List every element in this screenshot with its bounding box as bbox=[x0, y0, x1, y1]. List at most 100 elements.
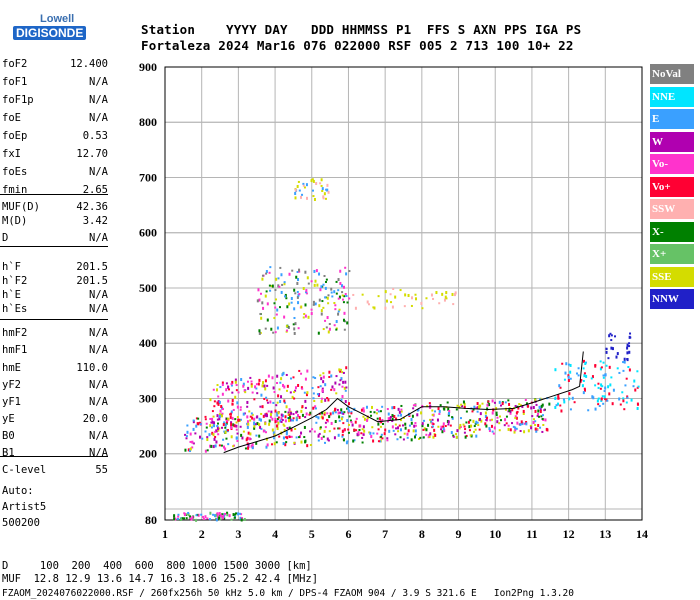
echo-point bbox=[341, 371, 344, 374]
echo-point bbox=[478, 428, 481, 431]
echo-point bbox=[238, 512, 241, 515]
echo-point bbox=[187, 511, 190, 514]
echo-point bbox=[277, 421, 280, 425]
echo-point bbox=[322, 435, 325, 438]
echo-point bbox=[403, 305, 406, 308]
echo-point bbox=[462, 400, 465, 404]
echo-point bbox=[174, 517, 177, 521]
echo-point bbox=[341, 433, 344, 436]
echo-point bbox=[369, 431, 372, 435]
echo-point bbox=[568, 397, 571, 401]
y-tick-label: 300 bbox=[139, 391, 157, 405]
echo-point bbox=[518, 403, 521, 406]
echo-point bbox=[329, 412, 332, 416]
echo-point bbox=[270, 410, 273, 414]
echo-point bbox=[371, 426, 374, 429]
echo-point bbox=[326, 183, 329, 187]
echo-point bbox=[527, 429, 530, 433]
echo-point bbox=[392, 287, 395, 290]
echo-point bbox=[386, 420, 389, 423]
param-name: h`F2 bbox=[2, 275, 28, 287]
echo-point bbox=[354, 420, 357, 424]
echo-point bbox=[442, 422, 445, 426]
echo-point bbox=[623, 360, 626, 364]
echo-point bbox=[362, 433, 365, 436]
echo-point bbox=[295, 188, 298, 192]
echo-point bbox=[383, 432, 386, 436]
echo-point bbox=[582, 359, 585, 363]
echo-point bbox=[447, 413, 450, 417]
echo-point bbox=[479, 404, 482, 408]
echo-point bbox=[625, 401, 628, 404]
echo-point bbox=[322, 328, 325, 331]
echo-point bbox=[557, 394, 560, 398]
echo-point bbox=[297, 301, 300, 305]
echo-point bbox=[442, 425, 445, 428]
echo-point bbox=[319, 288, 322, 292]
echo-point bbox=[621, 391, 624, 394]
echo-point bbox=[293, 331, 296, 335]
echo-point bbox=[556, 402, 559, 406]
echo-point bbox=[438, 409, 441, 413]
echo-point bbox=[328, 430, 331, 433]
param-row-hf: h`F 201.5 bbox=[2, 260, 108, 274]
echo-point bbox=[345, 272, 348, 276]
echo-point bbox=[250, 412, 253, 415]
echo-point bbox=[223, 513, 226, 517]
echo-point bbox=[294, 322, 297, 326]
echo-point bbox=[333, 388, 336, 392]
echo-point bbox=[255, 387, 258, 390]
echo-point bbox=[397, 407, 400, 411]
echo-point bbox=[594, 384, 597, 387]
echo-point bbox=[192, 442, 195, 445]
echo-point bbox=[214, 514, 217, 518]
echo-point bbox=[338, 308, 341, 311]
param-value: N/A bbox=[89, 379, 108, 391]
echo-point bbox=[192, 420, 195, 424]
echo-point bbox=[309, 443, 312, 446]
echo-point bbox=[320, 285, 323, 289]
echo-point bbox=[391, 414, 394, 418]
param-row-hme: hmE 110.0 bbox=[2, 361, 108, 375]
echo-point bbox=[465, 434, 468, 437]
echo-point bbox=[274, 417, 277, 421]
echo-point bbox=[324, 426, 327, 429]
echo-point bbox=[260, 393, 263, 397]
param-value: 12.70 bbox=[76, 148, 108, 160]
echo-point bbox=[604, 373, 607, 377]
param-value: N/A bbox=[89, 447, 108, 459]
echo-point bbox=[498, 400, 501, 404]
echo-point bbox=[525, 422, 528, 426]
x-tick-label: 8 bbox=[419, 527, 425, 541]
param-value: 2.65 bbox=[82, 184, 108, 196]
echo-point bbox=[322, 283, 325, 286]
echo-point bbox=[254, 423, 257, 426]
echo-point bbox=[496, 416, 499, 419]
echo-point bbox=[428, 434, 431, 437]
echo-point bbox=[239, 406, 242, 409]
echo-point bbox=[512, 425, 515, 428]
echo-point bbox=[594, 364, 597, 367]
echo-point bbox=[400, 410, 403, 413]
echo-point bbox=[227, 399, 230, 403]
echo-point bbox=[311, 387, 314, 390]
echo-point bbox=[251, 391, 254, 394]
echo-point bbox=[263, 397, 266, 400]
echo-point bbox=[285, 325, 288, 328]
echo-point bbox=[375, 412, 378, 415]
echo-point bbox=[422, 436, 425, 439]
echo-point bbox=[522, 409, 525, 413]
echo-point bbox=[295, 417, 298, 421]
echo-point bbox=[229, 415, 232, 419]
echo-point bbox=[225, 429, 228, 433]
echo-point bbox=[302, 182, 305, 185]
echo-point bbox=[253, 424, 256, 428]
echo-point bbox=[266, 384, 269, 387]
echo-point bbox=[259, 331, 262, 334]
echo-point bbox=[326, 412, 329, 415]
echo-point bbox=[563, 378, 566, 381]
echo-point bbox=[274, 306, 277, 309]
echo-point bbox=[246, 436, 249, 440]
echo-point bbox=[359, 424, 362, 428]
echo-point bbox=[317, 439, 320, 442]
